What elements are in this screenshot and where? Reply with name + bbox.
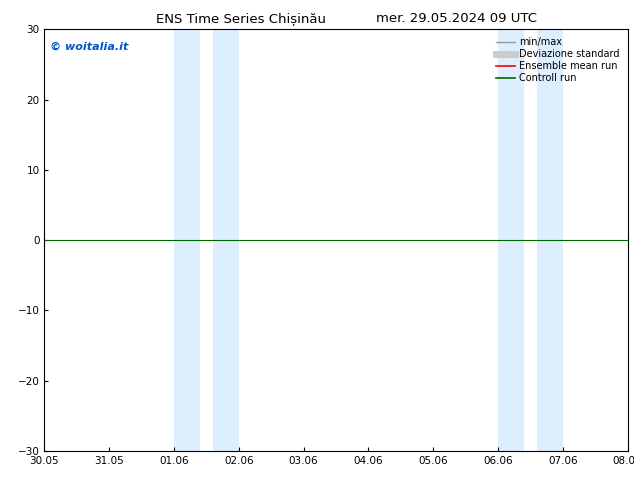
Bar bbox=[213, 29, 239, 451]
Text: mer. 29.05.2024 09 UTC: mer. 29.05.2024 09 UTC bbox=[376, 12, 537, 25]
Bar bbox=[498, 29, 524, 451]
Text: © woitalia.it: © woitalia.it bbox=[50, 42, 129, 52]
Bar bbox=[537, 29, 563, 451]
Bar bbox=[174, 29, 200, 451]
Text: ENS Time Series Chișinău: ENS Time Series Chișinău bbox=[156, 12, 326, 25]
Legend: min/max, Deviazione standard, Ensemble mean run, Controll run: min/max, Deviazione standard, Ensemble m… bbox=[493, 34, 623, 86]
